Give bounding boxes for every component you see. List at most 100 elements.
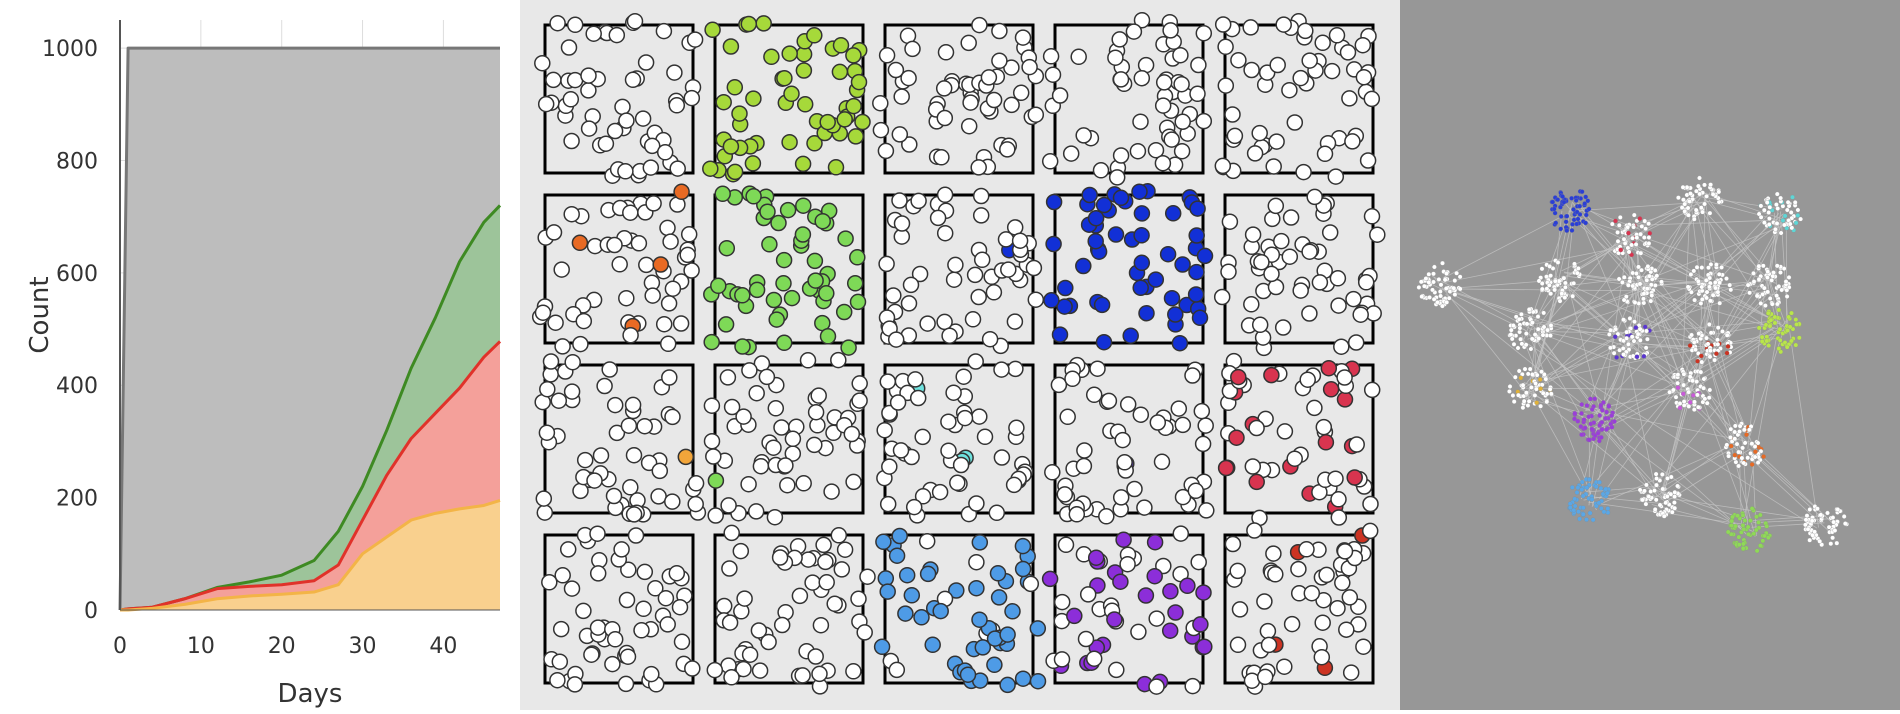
network-node — [1524, 391, 1528, 395]
network-node — [1632, 213, 1636, 217]
agent-dot — [623, 205, 638, 220]
network-node — [1596, 431, 1600, 435]
agent-dot — [753, 663, 768, 678]
agent-dot — [958, 411, 973, 426]
network-node — [1545, 392, 1549, 396]
network-edge — [1523, 397, 1588, 414]
agent-dot — [846, 474, 861, 489]
network-node — [1738, 424, 1742, 428]
agent-dot — [581, 68, 596, 83]
agent-dot — [1243, 20, 1258, 35]
agent-dot — [578, 453, 593, 468]
agent-dot — [838, 542, 853, 557]
agent-dot — [1117, 455, 1132, 470]
agent-dot — [1227, 128, 1242, 143]
agent-dot — [1044, 293, 1059, 308]
network-node — [1623, 241, 1627, 245]
network-node — [1680, 205, 1684, 209]
agent-dot — [688, 32, 703, 47]
agent-dot — [920, 534, 935, 549]
agent-dot — [1199, 503, 1214, 518]
network-node — [1789, 210, 1793, 214]
network-node — [1717, 200, 1721, 204]
agent-dot — [688, 497, 703, 512]
agent-dot — [762, 237, 777, 252]
network-node — [1626, 283, 1630, 287]
agent-dot — [1165, 291, 1180, 306]
network-node — [1724, 276, 1728, 280]
network-node — [1688, 343, 1692, 347]
agent-dot — [766, 293, 781, 308]
agent-dot — [1077, 443, 1092, 458]
network-node — [1720, 329, 1724, 333]
agent-dot — [619, 291, 634, 306]
agent-dot — [727, 80, 742, 95]
network-cluster-c17 — [1638, 472, 1682, 519]
network-node — [1512, 399, 1516, 403]
network-node — [1704, 194, 1708, 198]
agent-dot — [875, 639, 890, 654]
network-node — [1742, 527, 1746, 531]
network-node — [1695, 393, 1699, 397]
agent-dot — [1230, 563, 1245, 578]
agent-dot — [704, 335, 719, 350]
network-node — [1789, 311, 1793, 315]
agent-dot — [651, 489, 666, 504]
network-node — [1777, 284, 1781, 288]
grid-cell-2-3 — [1045, 358, 1214, 524]
network-node — [1673, 506, 1677, 510]
network-node — [1674, 395, 1678, 399]
network-node — [1682, 372, 1686, 376]
agent-dot — [669, 566, 684, 581]
network-node — [1520, 342, 1524, 346]
agent-dot — [1314, 650, 1329, 665]
agent-dot — [981, 70, 996, 85]
network-node — [1579, 433, 1583, 437]
agent-dot — [784, 86, 799, 101]
network-node — [1771, 274, 1775, 278]
agent-dot — [1053, 88, 1068, 103]
agent-dot — [1133, 280, 1148, 295]
network-node — [1554, 221, 1558, 225]
network-node — [1766, 290, 1770, 294]
grid-diagram-panel — [520, 0, 1400, 710]
agent-dot — [1264, 368, 1279, 383]
agent-dot — [1365, 382, 1380, 397]
agent-dot — [627, 507, 642, 522]
agent-dot — [892, 127, 907, 142]
network-node — [1527, 399, 1531, 403]
agent-dot — [1198, 418, 1213, 433]
network-node — [1579, 411, 1583, 415]
agent-dot — [639, 257, 654, 272]
agent-dot — [1023, 576, 1038, 591]
network-node — [1757, 264, 1761, 268]
network-node — [1544, 377, 1548, 381]
network-node — [1741, 546, 1745, 550]
network-node — [1646, 264, 1650, 268]
agent-dot — [1109, 662, 1124, 677]
agent-dot — [812, 666, 827, 681]
agent-dot — [1269, 134, 1284, 149]
agent-dot — [994, 362, 1009, 377]
network-node — [1572, 508, 1576, 512]
agent-dot — [1022, 60, 1037, 75]
agent-dot — [780, 478, 795, 493]
network-edge — [1708, 210, 1772, 281]
agent-dot — [1190, 86, 1205, 101]
network-cluster-c0 — [1417, 261, 1463, 308]
agent-dot — [1262, 637, 1277, 652]
network-node — [1717, 281, 1721, 285]
network-cluster-c15 — [1572, 397, 1616, 444]
agent-dot — [1149, 611, 1164, 626]
network-edge — [1555, 203, 1572, 280]
network-node — [1733, 524, 1737, 528]
agent-dot — [746, 91, 761, 106]
agent-dot — [937, 111, 952, 126]
network-node — [1581, 494, 1585, 498]
network-node — [1654, 483, 1658, 487]
agent-dot — [567, 677, 582, 692]
agent-dot — [539, 97, 554, 112]
agent-dot — [831, 528, 846, 543]
agent-dot — [1319, 567, 1334, 582]
network-node — [1560, 194, 1564, 198]
